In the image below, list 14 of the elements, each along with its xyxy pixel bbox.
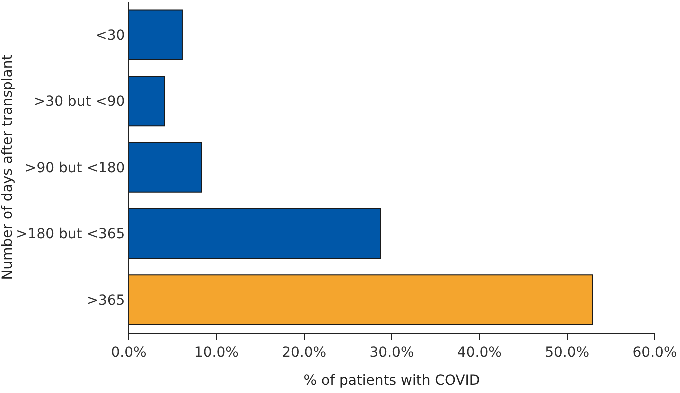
- y-tick-label: >90 but <180: [25, 160, 126, 176]
- y-tick-label: >180 but <365: [16, 226, 126, 243]
- y-tick-label: >30 but <90: [34, 94, 126, 110]
- x-axis-title: % of patients with COVID: [304, 373, 480, 389]
- y-tick-label: >365: [86, 292, 126, 309]
- x-tick-label: 30.0%: [370, 344, 414, 361]
- x-tick-label: 50.0%: [545, 344, 590, 361]
- x-tick-label: 0.0%: [111, 344, 147, 361]
- x-tick-label: 10.0%: [194, 344, 239, 361]
- x-tick-label: 20.0%: [282, 344, 327, 361]
- y-tick-label: <30: [96, 28, 126, 44]
- x-tick-label: 40.0%: [457, 344, 502, 361]
- y-axis-title: Number of days after transplant: [0, 54, 16, 280]
- x-tick-label: 60.0%: [632, 344, 678, 361]
